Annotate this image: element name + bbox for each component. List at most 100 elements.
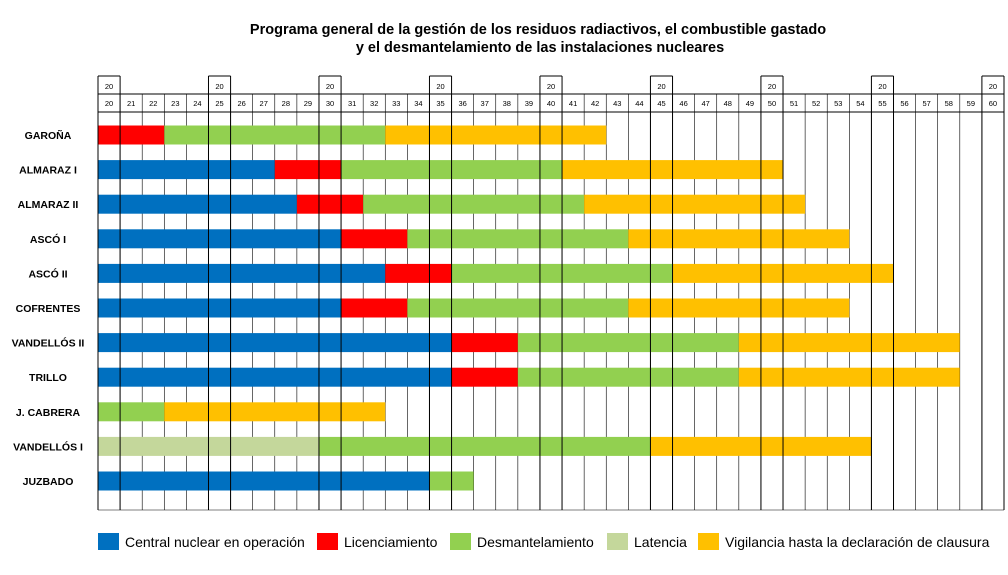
bar-vig <box>584 194 806 214</box>
year-tick-label: 30 <box>326 99 334 108</box>
bar-op <box>98 333 452 353</box>
legend-swatch-vig <box>698 533 719 550</box>
year-tick-label: 33 <box>392 99 400 108</box>
year-tick-label: 34 <box>414 99 422 108</box>
year-tick-label: 45 <box>657 99 665 108</box>
year-tick-label: 26 <box>237 99 245 108</box>
year-tick-label: 28 <box>282 99 290 108</box>
year-tick-label: 23 <box>171 99 179 108</box>
year-tick-label: 40 <box>547 99 555 108</box>
row-label: ASCÓ I <box>30 233 66 246</box>
year-tick-label: 59 <box>967 99 975 108</box>
century-label: 20 <box>105 82 113 91</box>
century-label: 20 <box>215 82 223 91</box>
bar-op <box>98 194 297 214</box>
legend-label-vig: Vigilancia hasta la declaración de claus… <box>725 534 990 550</box>
legend-label-op: Central nuclear en operación <box>125 534 305 550</box>
bar-op <box>98 471 430 491</box>
row-label: ALMARAZ I <box>19 165 77 177</box>
row-label: VANDELLÓS I <box>13 440 83 453</box>
bar-des <box>407 229 629 249</box>
legend-swatch-op <box>98 533 119 550</box>
year-tick-label: 29 <box>304 99 312 108</box>
century-label: 20 <box>657 82 665 91</box>
year-tick-label: 27 <box>260 99 268 108</box>
year-tick-label: 47 <box>702 99 710 108</box>
bar-des <box>517 367 739 387</box>
year-tick-label: 44 <box>635 99 643 108</box>
year-tick-label: 38 <box>503 99 511 108</box>
legend-label-des: Desmantelamiento <box>477 534 594 550</box>
legend-swatch-des <box>450 533 471 550</box>
century-label: 20 <box>547 82 555 91</box>
year-tick-label: 46 <box>679 99 687 108</box>
chart-title-line-2: y el desmantelamiento de las instalacion… <box>356 40 724 56</box>
century-label: 20 <box>768 82 776 91</box>
bar-des <box>318 436 651 456</box>
bar-op <box>98 160 275 180</box>
bar-vig <box>164 402 386 422</box>
year-tick-label: 49 <box>746 99 754 108</box>
row-label: ALMARAZ II <box>18 199 79 211</box>
year-tick-label: 51 <box>790 99 798 108</box>
year-tick-label: 31 <box>348 99 356 108</box>
year-tick-label: 21 <box>127 99 135 108</box>
row-label: COFRENTES <box>16 303 81 315</box>
bar-op <box>98 229 342 249</box>
row-label: VANDELLÓS II <box>12 337 85 350</box>
year-tick-label: 57 <box>922 99 930 108</box>
year-tick-label: 56 <box>900 99 908 108</box>
century-label: 20 <box>436 82 444 91</box>
century-label: 20 <box>878 82 886 91</box>
row-label: TRILLO <box>29 372 67 384</box>
year-tick-label: 36 <box>458 99 466 108</box>
bar-des <box>363 194 585 214</box>
year-tick-label: 37 <box>481 99 489 108</box>
year-tick-label: 25 <box>215 99 223 108</box>
century-label: 20 <box>326 82 334 91</box>
legend-label-lat: Latencia <box>634 534 687 550</box>
decade-lines: 20 20 20 20 20 20 20 20 20 <box>97 75 1005 510</box>
bars <box>98 125 960 491</box>
bar-lic <box>341 229 408 249</box>
bar-vig <box>385 125 607 145</box>
bar-vig <box>738 333 960 353</box>
year-tick-label: 54 <box>856 99 864 108</box>
year-tick-label: 52 <box>812 99 820 108</box>
bar-lic <box>274 160 342 180</box>
legend-label-lic: Licenciamiento <box>344 534 438 550</box>
year-tick-label: 22 <box>149 99 157 108</box>
bar-des <box>164 125 386 145</box>
year-tick-label: 41 <box>569 99 577 108</box>
century-label: 20 <box>989 82 997 91</box>
bar-op <box>98 298 342 318</box>
year-tick-label: 58 <box>945 99 953 108</box>
year-tick-label: 32 <box>370 99 378 108</box>
bar-vig <box>628 298 850 318</box>
legend: Central nuclear en operación Licenciamien… <box>98 533 990 550</box>
row-label: GAROÑA <box>25 129 72 142</box>
bar-des <box>98 402 165 422</box>
year-tick-label: 53 <box>834 99 842 108</box>
bar-op <box>98 263 386 283</box>
bar-lic <box>296 194 364 214</box>
bar-vig <box>628 229 850 249</box>
bar-des <box>517 333 739 353</box>
row-label: JUZBADO <box>23 476 74 488</box>
bar-lic <box>385 263 452 283</box>
bar-lic <box>98 125 165 145</box>
year-tick-label: 48 <box>724 99 732 108</box>
year-tick-label: 50 <box>768 99 776 108</box>
year-tick-label: 42 <box>591 99 599 108</box>
year-tick-label: 60 <box>989 99 997 108</box>
row-labels: GAROÑA ALMARAZ I ALMARAZ II ASCÓ I ASCÓ II CO… <box>12 129 85 488</box>
chart-title-line-1: Programa general de la gestión de los re… <box>250 22 826 38</box>
year-tick-label: 39 <box>525 99 533 108</box>
bar-des <box>407 298 629 318</box>
year-tick-label: 55 <box>878 99 886 108</box>
year-tick-label: 43 <box>613 99 621 108</box>
legend-swatch-lat <box>607 533 628 550</box>
bar-lic <box>341 298 408 318</box>
bar-vig <box>738 367 960 387</box>
